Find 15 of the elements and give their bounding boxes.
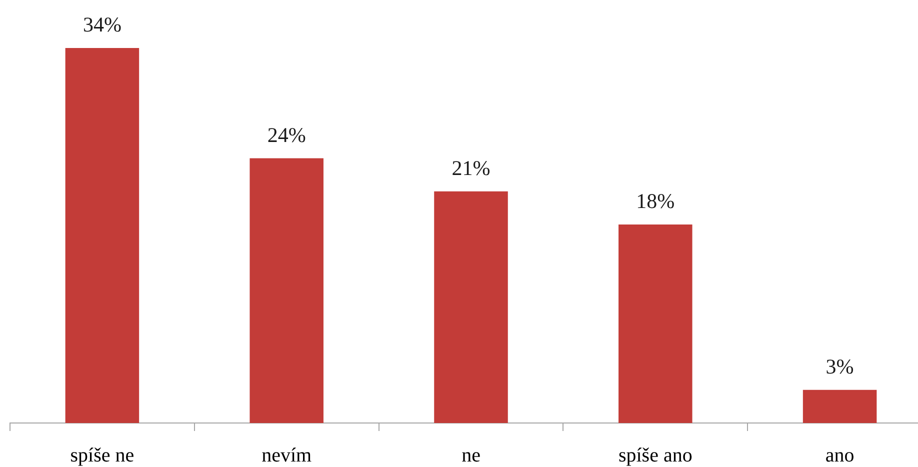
bar — [802, 390, 877, 423]
x-tick-label: spíše ano — [618, 444, 692, 466]
data-label: 34% — [82, 12, 122, 37]
bar — [434, 191, 508, 423]
data-label: 21% — [452, 156, 490, 180]
x-tick-label: nevím — [262, 444, 312, 466]
data-label: 24% — [267, 122, 306, 147]
bar — [618, 224, 692, 423]
x-tick-label: ano — [825, 444, 854, 466]
x-tick-label: ne — [462, 444, 481, 466]
data-label: 3% — [826, 354, 854, 378]
bar — [65, 48, 140, 423]
bar — [250, 158, 324, 423]
x-tick-label: spíše ne — [70, 444, 134, 466]
data-label: 18% — [636, 188, 675, 213]
